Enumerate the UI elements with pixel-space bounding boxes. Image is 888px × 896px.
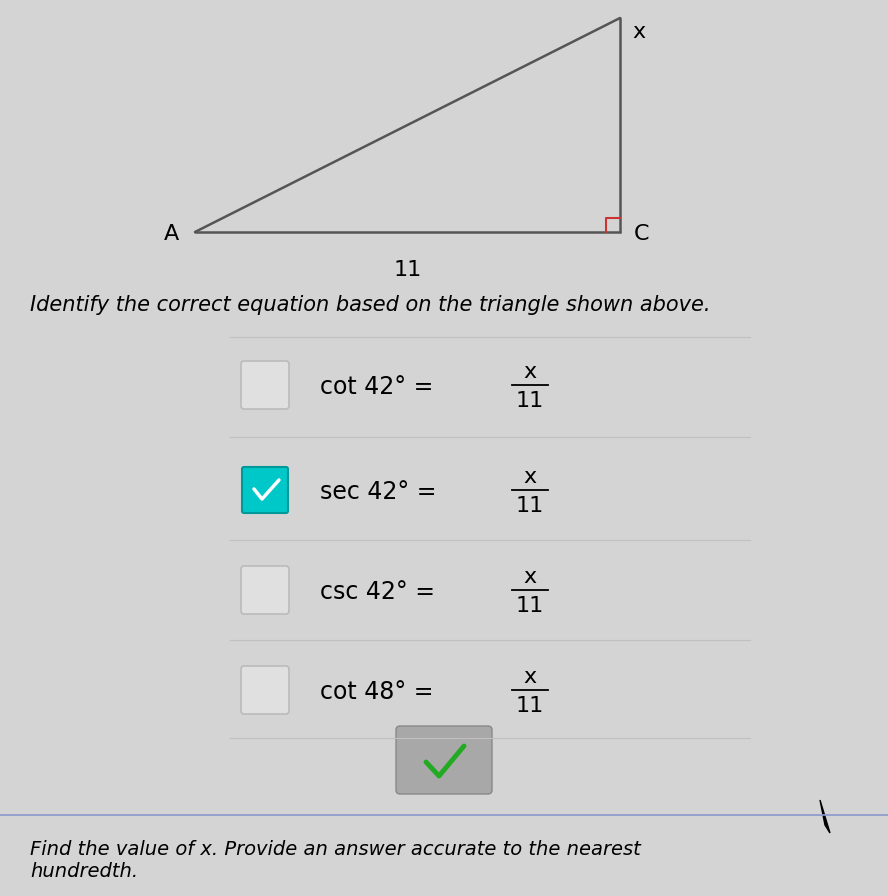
Text: 11: 11 [516, 391, 544, 411]
Text: csc 42° =: csc 42° = [320, 580, 442, 604]
FancyBboxPatch shape [241, 566, 289, 614]
Text: A: A [163, 224, 179, 244]
Text: 11: 11 [516, 596, 544, 616]
Text: C: C [634, 224, 649, 244]
Text: 11: 11 [516, 696, 544, 716]
FancyBboxPatch shape [241, 361, 289, 409]
Text: x: x [632, 22, 645, 42]
Text: 11: 11 [393, 260, 422, 280]
Text: cot 48° =: cot 48° = [320, 680, 441, 704]
Text: x: x [523, 567, 536, 587]
FancyBboxPatch shape [242, 467, 288, 513]
Text: sec 42° =: sec 42° = [320, 480, 444, 504]
Polygon shape [820, 800, 830, 833]
Text: x: x [523, 362, 536, 382]
FancyBboxPatch shape [241, 666, 289, 714]
Text: Identify the correct equation based on the triangle shown above.: Identify the correct equation based on t… [30, 295, 710, 315]
Text: x: x [523, 667, 536, 687]
Text: cot 42° =: cot 42° = [320, 375, 440, 399]
Text: x: x [523, 467, 536, 487]
Text: 11: 11 [516, 496, 544, 516]
FancyBboxPatch shape [396, 726, 492, 794]
Text: Find the value of x. Provide an answer accurate to the nearest
hundredth.: Find the value of x. Provide an answer a… [30, 840, 641, 881]
